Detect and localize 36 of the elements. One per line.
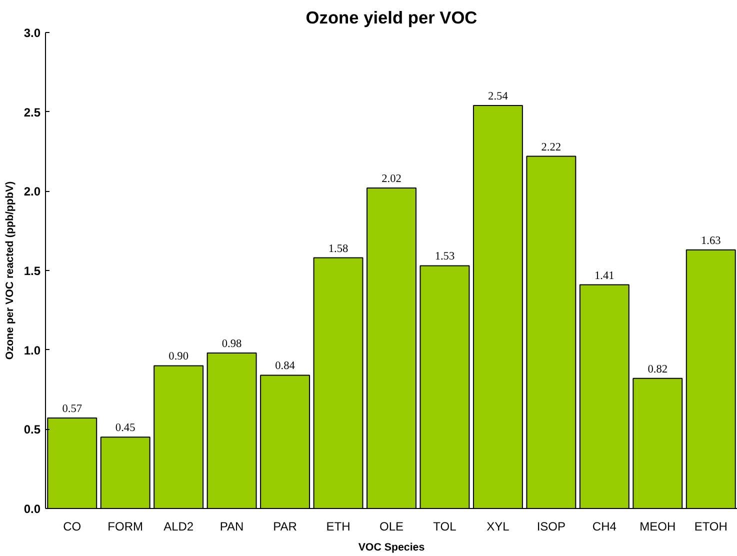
x-tick-label: ALD2 (164, 520, 194, 534)
data-label: 0.98 (222, 338, 242, 350)
data-label: 2.22 (541, 141, 562, 154)
data-label: 2.54 (488, 90, 508, 102)
x-tick-label: MEOH (640, 520, 676, 534)
x-tick-label: ETH (326, 520, 350, 534)
x-tick-label: CH4 (592, 520, 617, 534)
x-tick-label: TOL (433, 520, 457, 534)
data-label: 1.53 (434, 250, 455, 263)
data-label: 0.45 (115, 422, 136, 434)
x-axis-title: VOC Species (358, 542, 425, 554)
chart-title: Ozone yield per VOC (306, 8, 478, 28)
data-label: 0.57 (62, 403, 82, 416)
x-tick-label: XYL (486, 520, 510, 534)
y-axis-title: Ozone per VOC reacted (ppb/ppbV) (4, 180, 16, 360)
data-label: 1.63 (700, 234, 722, 247)
y-tick-label: 1.5 (24, 264, 41, 278)
data-label: 0.84 (275, 360, 296, 372)
x-tick-label: ISOP (536, 520, 566, 534)
x-tick-label: PAN (220, 520, 244, 534)
data-label: 0.90 (168, 350, 189, 363)
data-label: 2.02 (382, 172, 402, 185)
x-tick-label: ETOH (694, 520, 728, 534)
x-tick-label: FORM (108, 520, 144, 534)
y-tick-label: 0.0 (24, 502, 41, 516)
y-tick-label: 1.0 (24, 343, 41, 358)
x-tick-label: OLE (379, 520, 404, 534)
y-tick-label: 0.5 (24, 422, 41, 437)
data-label: 1.41 (594, 270, 614, 282)
x-tick-label: PAR (273, 520, 298, 534)
y-tick-label: 3.0 (24, 26, 41, 40)
data-label: 0.82 (648, 363, 668, 376)
y-tick-label: 2.5 (24, 105, 41, 120)
y-tick-label: 2.0 (24, 184, 41, 199)
x-tick-label: CO (63, 520, 82, 534)
data-label: 1.58 (328, 242, 349, 255)
